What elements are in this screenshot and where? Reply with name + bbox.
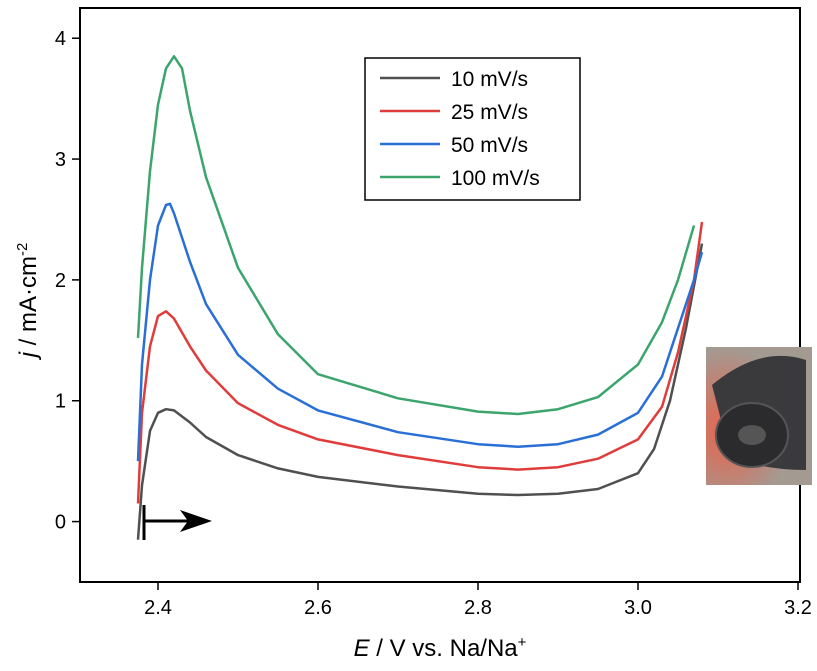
- series-line: [136, 243, 704, 540]
- plot-frame: [79, 7, 801, 583]
- series-line: [136, 221, 704, 504]
- y-label-text: / mA·cm: [15, 256, 42, 352]
- legend-label: 25 mV/s: [451, 101, 528, 124]
- legend-label: 100 mV/s: [451, 167, 540, 190]
- y-label-italic: j: [15, 351, 42, 360]
- y-tick-label: 4: [55, 28, 66, 50]
- y-tick-label: 2: [55, 270, 66, 292]
- series-line: [136, 55, 696, 416]
- y-tick-label: 3: [55, 149, 66, 171]
- y-tick-label: 0: [55, 512, 66, 534]
- plot-area: [136, 55, 704, 540]
- legend-label: 50 mV/s: [451, 134, 528, 157]
- x-tick-label: 2.4: [144, 597, 172, 619]
- y-label-sup: -2: [14, 243, 31, 256]
- x-tick-label: 2.8: [464, 597, 492, 619]
- y-tick-label: 1: [55, 391, 66, 413]
- arrow: [142, 505, 212, 540]
- x-tick-label: 3.0: [624, 597, 652, 619]
- x-tick-label: 3.2: [784, 597, 812, 619]
- x-tick-label: 2.6: [304, 597, 332, 619]
- x-label-text: / V vs. Na/Na: [370, 635, 519, 662]
- electrode-photo: [706, 347, 812, 485]
- x-label-sup: +: [518, 634, 527, 651]
- x-axis-label: E / V vs. Na/Na+: [354, 634, 527, 662]
- legend-label: 10 mV/s: [451, 68, 528, 91]
- series-line: [136, 202, 704, 462]
- y-axis-label: j / mA·cm-2: [14, 243, 42, 361]
- x-label-italic: E: [354, 635, 371, 662]
